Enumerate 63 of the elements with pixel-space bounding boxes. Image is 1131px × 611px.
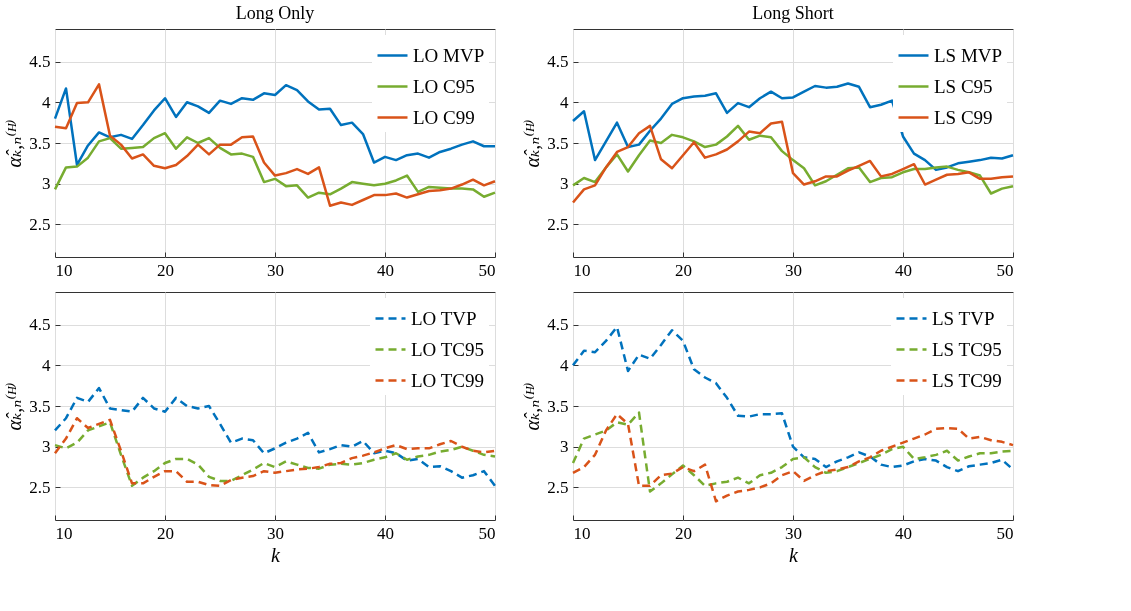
x-tick-label: 10 xyxy=(573,260,591,280)
y-tick-label: 4.5 xyxy=(547,315,569,335)
x-tick-label: 30 xyxy=(785,523,802,543)
y-tick-label: 2.5 xyxy=(547,477,569,497)
y-tick-label: 4.5 xyxy=(547,52,569,72)
y-tick-label: 4.5 xyxy=(29,52,51,72)
x-axis-title: k xyxy=(789,543,800,566)
x-tick-label: 10 xyxy=(573,523,591,543)
x-tick-label: 20 xyxy=(157,260,174,280)
y-tick-label: 2.5 xyxy=(29,477,51,497)
legend-label: LS TC95 xyxy=(932,338,1002,360)
y-tick-label: 2.5 xyxy=(547,214,569,234)
y-tick-label: 3.5 xyxy=(29,396,51,416)
y-tick-label: 3.5 xyxy=(547,133,569,153)
line-series xyxy=(53,131,497,199)
y-tick-label: 3 xyxy=(560,437,569,457)
line-series xyxy=(53,386,497,488)
x-tick-label: 30 xyxy=(267,523,284,543)
y-tick-label: 4 xyxy=(560,92,569,112)
x-tick-label: 40 xyxy=(895,523,912,543)
x-tick-label: 40 xyxy=(377,260,394,280)
x-tick-label: 50 xyxy=(478,260,496,280)
y-axis-title: α̂ₖ,ₙ⁽ᴴ⁾ xyxy=(3,382,26,431)
legend-label: LS TC99 xyxy=(932,369,1002,391)
x-axis-title: k xyxy=(271,543,282,566)
x-tick-label: 40 xyxy=(377,523,394,543)
x-tick-label: 10 xyxy=(55,523,73,543)
legend-label: LO C99 xyxy=(413,106,475,128)
x-tick-label: 30 xyxy=(785,260,802,280)
legend-label: LO C95 xyxy=(413,75,475,97)
x-tick-label: 50 xyxy=(996,523,1014,543)
x-tick-label: 30 xyxy=(267,260,284,280)
x-tick-label: 10 xyxy=(55,260,73,280)
y-tick-label: 3.5 xyxy=(29,133,51,153)
y-axis-title: α̂ₖ,ₙ⁽ᴴ⁾ xyxy=(521,119,544,168)
x-tick-label: 50 xyxy=(478,523,496,543)
legend-label: LO TVP xyxy=(411,307,477,329)
legend-label: LS TVP xyxy=(932,307,995,329)
legend-label: LO MVP xyxy=(413,44,485,66)
y-tick-label: 2.5 xyxy=(29,214,51,234)
x-tick-label: 40 xyxy=(895,260,912,280)
chart-title: Long Only xyxy=(235,3,315,23)
x-tick-label: 50 xyxy=(996,260,1014,280)
x-tick-label: 20 xyxy=(675,260,692,280)
x-tick-label: 20 xyxy=(157,523,174,543)
y-tick-label: 3 xyxy=(560,174,569,194)
y-tick-label: 3 xyxy=(42,437,51,457)
legend-label: LS C95 xyxy=(934,75,993,97)
x-tick-label: 20 xyxy=(675,523,692,543)
chart-title: Long Short xyxy=(752,3,834,23)
y-tick-label: 4 xyxy=(560,355,569,375)
legend-label: LS C99 xyxy=(934,106,993,128)
y-tick-label: 4 xyxy=(42,355,51,375)
y-axis-title: α̂ₖ,ₙ⁽ᴴ⁾ xyxy=(3,119,26,168)
y-tick-label: 3 xyxy=(42,174,51,194)
y-tick-label: 3.5 xyxy=(547,396,569,416)
line-series xyxy=(571,82,1015,172)
y-axis-title: α̂ₖ,ₙ⁽ᴴ⁾ xyxy=(521,382,544,431)
legend-label: LS MVP xyxy=(934,44,1003,66)
legend-label: LO TC99 xyxy=(411,369,485,391)
legend-label: LO TC95 xyxy=(411,338,485,360)
y-tick-label: 4 xyxy=(42,92,51,112)
y-tick-label: 4.5 xyxy=(29,315,51,335)
